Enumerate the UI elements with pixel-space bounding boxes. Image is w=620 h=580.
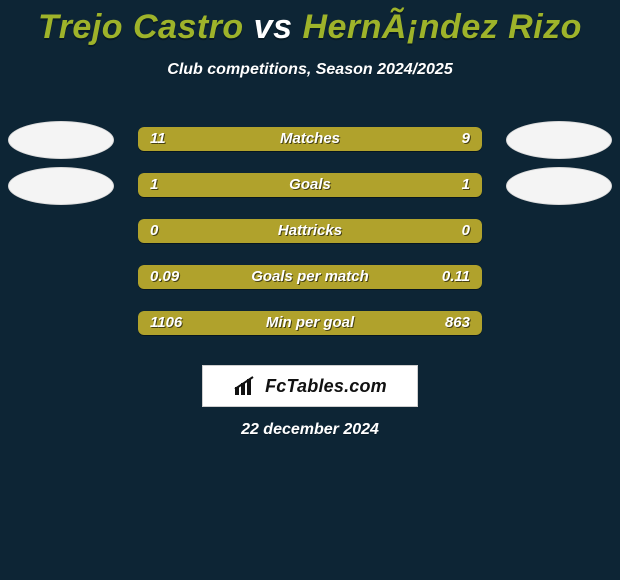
player2-avatar	[506, 121, 612, 159]
metric-value-right: 1	[462, 173, 470, 197]
player2-avatar	[506, 167, 612, 205]
player1-avatar	[8, 167, 114, 205]
metrics-list: 11Matches91Goals10Hattricks00.09Goals pe…	[0, 117, 620, 347]
metric-label: Min per goal	[138, 311, 482, 335]
logo-text: FcTables.com	[265, 376, 387, 397]
metric-row: 1106Min per goal863	[0, 301, 620, 347]
metric-row: 0Hattricks0	[0, 209, 620, 255]
metric-label: Goals	[138, 173, 482, 197]
logo-box: FcTables.com	[202, 365, 418, 407]
player1-avatar	[8, 121, 114, 159]
metric-row: 11Matches9	[0, 117, 620, 163]
title-player1: Trejo Castro	[38, 8, 244, 46]
metric-label: Hattricks	[138, 219, 482, 243]
metric-value-right: 863	[445, 311, 470, 335]
metric-value-right: 9	[462, 127, 470, 151]
subtitle: Club competitions, Season 2024/2025	[0, 61, 620, 79]
page-title: Trejo Castro vs HernÃ¡ndez Rizo	[0, 0, 620, 47]
date: 22 december 2024	[0, 421, 620, 439]
metric-value-right: 0.11	[442, 265, 470, 289]
metric-value-right: 0	[462, 219, 470, 243]
metric-row: 0.09Goals per match0.11	[0, 255, 620, 301]
title-player2: HernÃ¡ndez Rizo	[302, 8, 582, 46]
metric-label: Goals per match	[138, 265, 482, 289]
comparison-card: Trejo Castro vs HernÃ¡ndez Rizo Club com…	[0, 0, 620, 580]
title-vs: vs	[254, 8, 293, 46]
logo-chart-icon	[233, 375, 259, 397]
metric-label: Matches	[138, 127, 482, 151]
metric-row: 1Goals1	[0, 163, 620, 209]
